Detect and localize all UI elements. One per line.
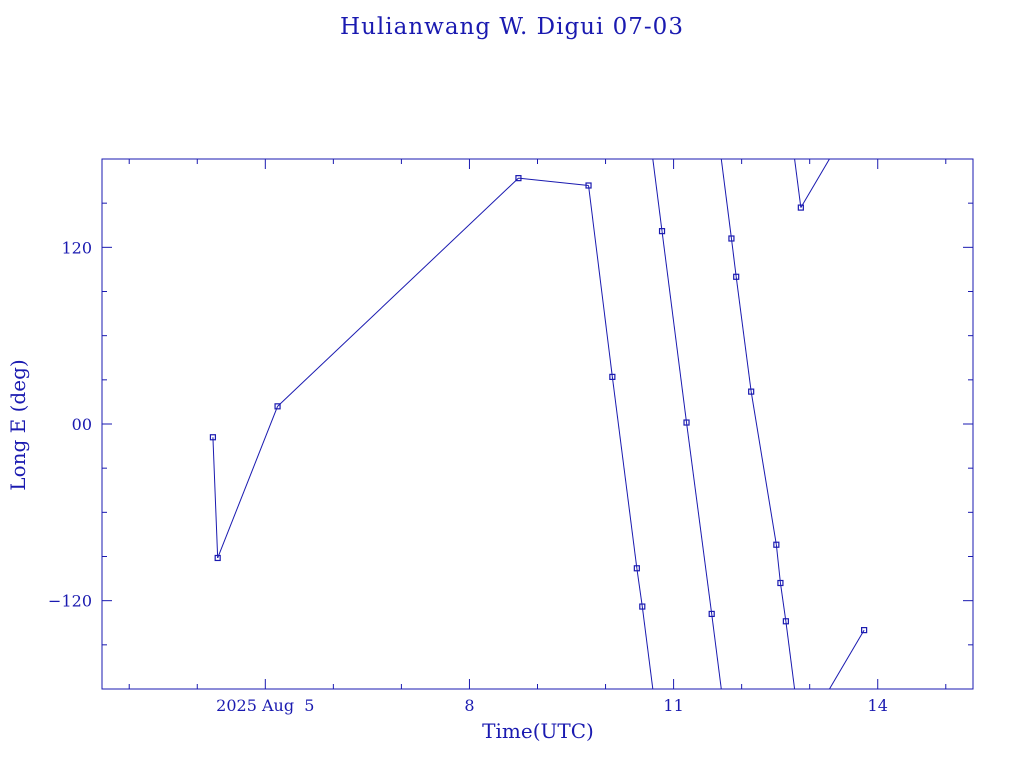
chart-marks [209, 159, 868, 689]
series-segment [588, 185, 613, 377]
data-point [733, 273, 740, 280]
x-tick-label: 11 [663, 696, 683, 715]
data-point [515, 175, 522, 182]
series-segment [277, 177, 519, 407]
series-segment [785, 621, 796, 689]
series-segment [711, 613, 722, 689]
y-tick-label: 00 [72, 415, 92, 434]
series-segment [217, 406, 279, 559]
series-segment [735, 276, 752, 392]
data-point [274, 403, 281, 410]
data-point [777, 579, 784, 587]
data-point [748, 388, 755, 395]
series-segment [652, 159, 663, 232]
data-point [658, 228, 666, 235]
chart-title: Hulianwang W. Digui 07-03 [340, 14, 684, 40]
chart-axes: 2025 Aug 5 8 11 14 120 00 −120 [48, 158, 974, 715]
series-segment [800, 159, 831, 208]
series-segment [686, 422, 713, 614]
y-axis-label: Long E (deg) [6, 359, 30, 491]
data-point [728, 235, 735, 242]
series-segment [636, 568, 643, 607]
y-tick-label: −120 [48, 592, 92, 611]
series-segment [212, 437, 219, 558]
x-tick-label: 8 [464, 696, 474, 715]
series-segment [779, 582, 787, 622]
y-tick-label: 120 [61, 238, 92, 257]
data-point [633, 565, 640, 572]
data-point [209, 434, 217, 441]
data-point [683, 419, 690, 426]
data-point [639, 603, 646, 610]
series-segment [518, 177, 589, 186]
x-tick-label: 14 [868, 696, 888, 715]
data-point [773, 541, 780, 548]
series-segment [828, 629, 865, 689]
series-lines [212, 159, 865, 689]
data-point [782, 618, 789, 625]
x-tick-label: 2025 Aug 5 [216, 696, 314, 715]
x-axis-label: Time(UTC) [482, 719, 594, 743]
series-segment [794, 159, 802, 208]
data-point [609, 373, 616, 380]
series-segment [750, 391, 777, 545]
data-point [585, 182, 592, 189]
plot-frame [101, 158, 974, 690]
data-point [861, 627, 868, 634]
data-point [708, 610, 715, 618]
series-segment [730, 238, 737, 277]
series-segment [661, 231, 688, 423]
series-segment [720, 159, 732, 239]
series-segment [775, 544, 781, 584]
data-point [214, 554, 221, 562]
series-segment [611, 376, 638, 569]
series-segment [641, 606, 654, 689]
data-point [797, 204, 804, 211]
